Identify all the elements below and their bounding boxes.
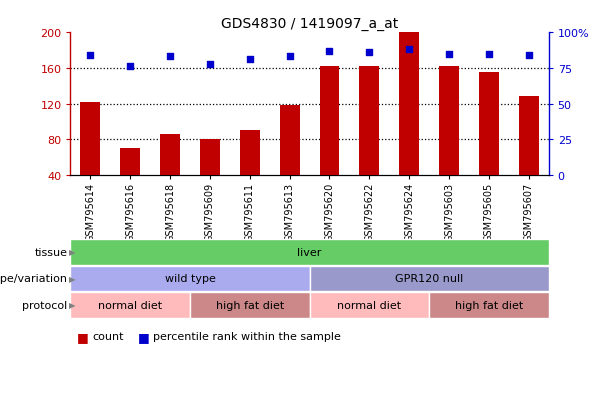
Point (86, 52, 96, 59)
Text: normal diet: normal diet (98, 300, 162, 310)
Point (484, 51, 494, 58)
Point (245, 57, 255, 64)
Title: GDS4830 / 1419097_a_at: GDS4830 / 1419097_a_at (221, 17, 398, 31)
Text: ■: ■ (77, 330, 88, 343)
Point (125, 64, 135, 71)
Point (205, 61, 215, 68)
Text: protocol: protocol (22, 300, 67, 310)
Point (405, 47, 414, 53)
Bar (200, 140, 220, 176)
Bar (280, 106, 300, 176)
Bar (479, 73, 499, 176)
Bar (519, 97, 539, 176)
Point (166, 54, 175, 61)
Text: wild type: wild type (165, 274, 215, 284)
Text: count: count (92, 332, 123, 342)
Text: ▶: ▶ (69, 301, 76, 310)
Bar (439, 67, 459, 176)
Text: liver: liver (297, 247, 322, 257)
Text: ■: ■ (138, 330, 150, 343)
Text: GPR120 null: GPR120 null (395, 274, 463, 284)
Point (444, 51, 454, 58)
Bar (120, 149, 140, 176)
Bar (240, 131, 260, 176)
Text: ▶: ▶ (69, 274, 76, 283)
Text: high fat diet: high fat diet (216, 300, 284, 310)
Text: tissue: tissue (34, 247, 67, 257)
Bar (399, 33, 419, 176)
Text: percentile rank within the sample: percentile rank within the sample (153, 332, 341, 342)
Bar (160, 135, 180, 176)
Bar (359, 67, 379, 176)
Text: normal diet: normal diet (337, 300, 402, 310)
Point (325, 48, 335, 55)
Point (364, 50, 374, 56)
Text: genotype/variation: genotype/variation (0, 274, 67, 284)
Bar (319, 67, 340, 176)
Bar (80, 102, 101, 176)
Point (524, 52, 533, 59)
Text: high fat diet: high fat diet (455, 300, 523, 310)
Text: ▶: ▶ (69, 248, 76, 257)
Point (284, 54, 294, 61)
